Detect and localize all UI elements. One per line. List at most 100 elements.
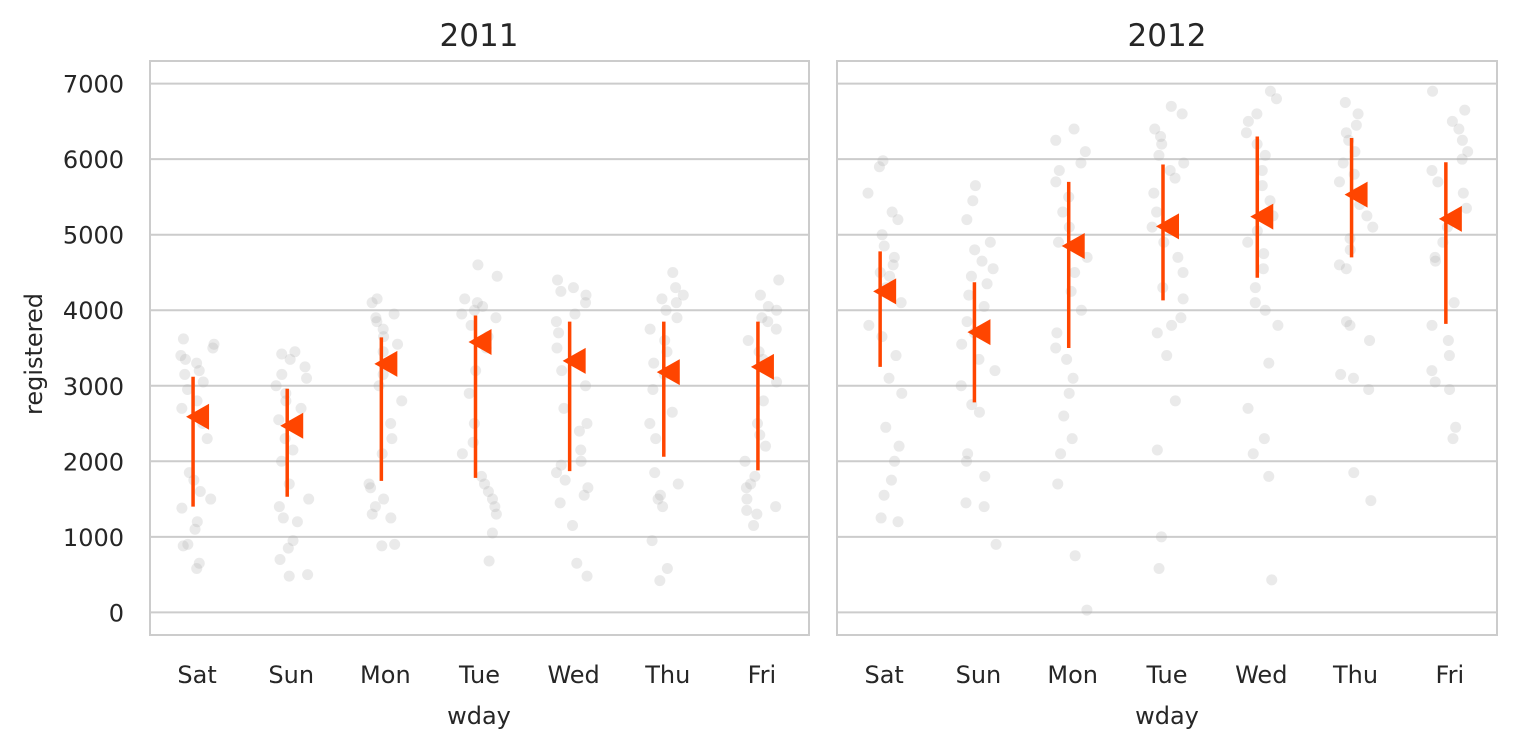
data-point [895, 297, 907, 309]
data-point [742, 334, 754, 346]
data-point [1249, 297, 1261, 309]
data-point [276, 455, 288, 467]
data-point [989, 365, 1001, 377]
data-point [978, 501, 990, 513]
data-point [1050, 176, 1062, 188]
data-point [287, 535, 299, 547]
data-point [745, 478, 757, 490]
mean-marker [1344, 181, 1368, 208]
x-tick-label: Thu [644, 661, 690, 689]
data-point [302, 569, 314, 581]
data-point [567, 519, 579, 531]
data-point [1340, 316, 1352, 328]
data-point [486, 527, 498, 539]
data-point [282, 542, 294, 554]
data-point [739, 455, 751, 467]
data-point [456, 308, 468, 320]
data-point [987, 263, 999, 275]
data-point [287, 444, 299, 456]
data-point [289, 346, 301, 358]
data-point [883, 372, 895, 384]
data-point [961, 214, 973, 226]
data-point [963, 289, 975, 301]
x-axis-title: wday [447, 702, 511, 730]
y-tick-label: 1000 [63, 524, 124, 552]
data-point [885, 474, 897, 486]
data-point [990, 538, 1002, 550]
data-point [1067, 372, 1079, 384]
data-point [1055, 448, 1067, 460]
data-point [1367, 221, 1379, 233]
data-point [284, 353, 296, 365]
data-point [569, 308, 581, 320]
data-point [578, 489, 590, 501]
data-point [386, 433, 398, 445]
data-point [191, 563, 203, 575]
data-point [483, 555, 495, 567]
data-point [295, 402, 307, 414]
data-point [553, 327, 565, 339]
data-point [176, 402, 188, 414]
data-point [1352, 108, 1364, 120]
data-point [1052, 478, 1064, 490]
data-point [1340, 263, 1352, 275]
data-point [1242, 402, 1254, 414]
data-point [1442, 334, 1454, 346]
data-point [1361, 210, 1373, 222]
data-point [177, 333, 189, 345]
data-point [554, 497, 566, 509]
data-point [1444, 384, 1456, 396]
data-point [468, 304, 480, 316]
data-point [876, 331, 888, 343]
data-point [385, 512, 397, 524]
data-point [1432, 176, 1444, 188]
data-point [677, 289, 689, 301]
x-tick-label: Tue [1146, 661, 1188, 689]
data-point [385, 418, 397, 430]
y-tick-label: 0 [109, 599, 124, 627]
mean-marker [967, 319, 991, 346]
data-point [1456, 153, 1468, 165]
data-point [667, 266, 679, 278]
mean-marker [562, 347, 586, 374]
data-point [575, 455, 587, 467]
data-point [189, 523, 201, 535]
data-point [1337, 157, 1349, 169]
data-point [656, 293, 668, 305]
data-point [301, 372, 313, 384]
data-point [956, 338, 968, 350]
data-point [303, 493, 315, 505]
x-tick-label: Fri [748, 661, 777, 689]
data-point [878, 489, 890, 501]
x-tick-label: Sun [268, 661, 314, 689]
data-point [581, 570, 593, 582]
data-point [551, 467, 563, 479]
y-tick-labels: 0 1000 2000 3000 4000 5000 6000 7000 [63, 71, 124, 628]
data-point [976, 255, 988, 267]
x-tick-label: Sun [956, 661, 1002, 689]
data-point [969, 180, 981, 192]
data-point [1350, 119, 1362, 131]
data-point [1258, 433, 1270, 445]
data-point [1242, 115, 1254, 127]
data-point [1443, 350, 1455, 362]
data-point [366, 508, 378, 520]
data-point [1258, 248, 1270, 260]
data-point [875, 512, 887, 524]
data-point [760, 440, 772, 452]
data-point [757, 395, 769, 407]
data-point [1148, 187, 1160, 199]
data-point [366, 297, 378, 309]
mean-marker [280, 412, 304, 439]
data-point [1251, 108, 1263, 120]
data-point [1165, 100, 1177, 112]
data-point [893, 440, 905, 452]
data-point [378, 493, 390, 505]
plot-frame [149, 60, 810, 636]
data-point [1177, 293, 1189, 305]
data-point [1172, 251, 1184, 263]
data-point [1340, 127, 1352, 139]
data-point [886, 206, 898, 218]
data-point [965, 270, 977, 282]
data-point [1175, 312, 1187, 324]
